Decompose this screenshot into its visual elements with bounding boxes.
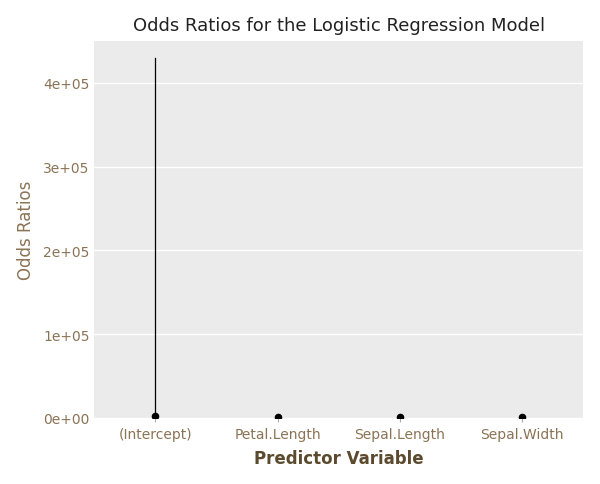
- Point: [273, 413, 283, 421]
- X-axis label: Predictor Variable: Predictor Variable: [254, 450, 424, 468]
- Point: [151, 412, 160, 420]
- Point: [395, 413, 405, 421]
- Point: [517, 413, 527, 421]
- Title: Odds Ratios for the Logistic Regression Model: Odds Ratios for the Logistic Regression …: [133, 16, 545, 34]
- Y-axis label: Odds Ratios: Odds Ratios: [17, 181, 35, 279]
